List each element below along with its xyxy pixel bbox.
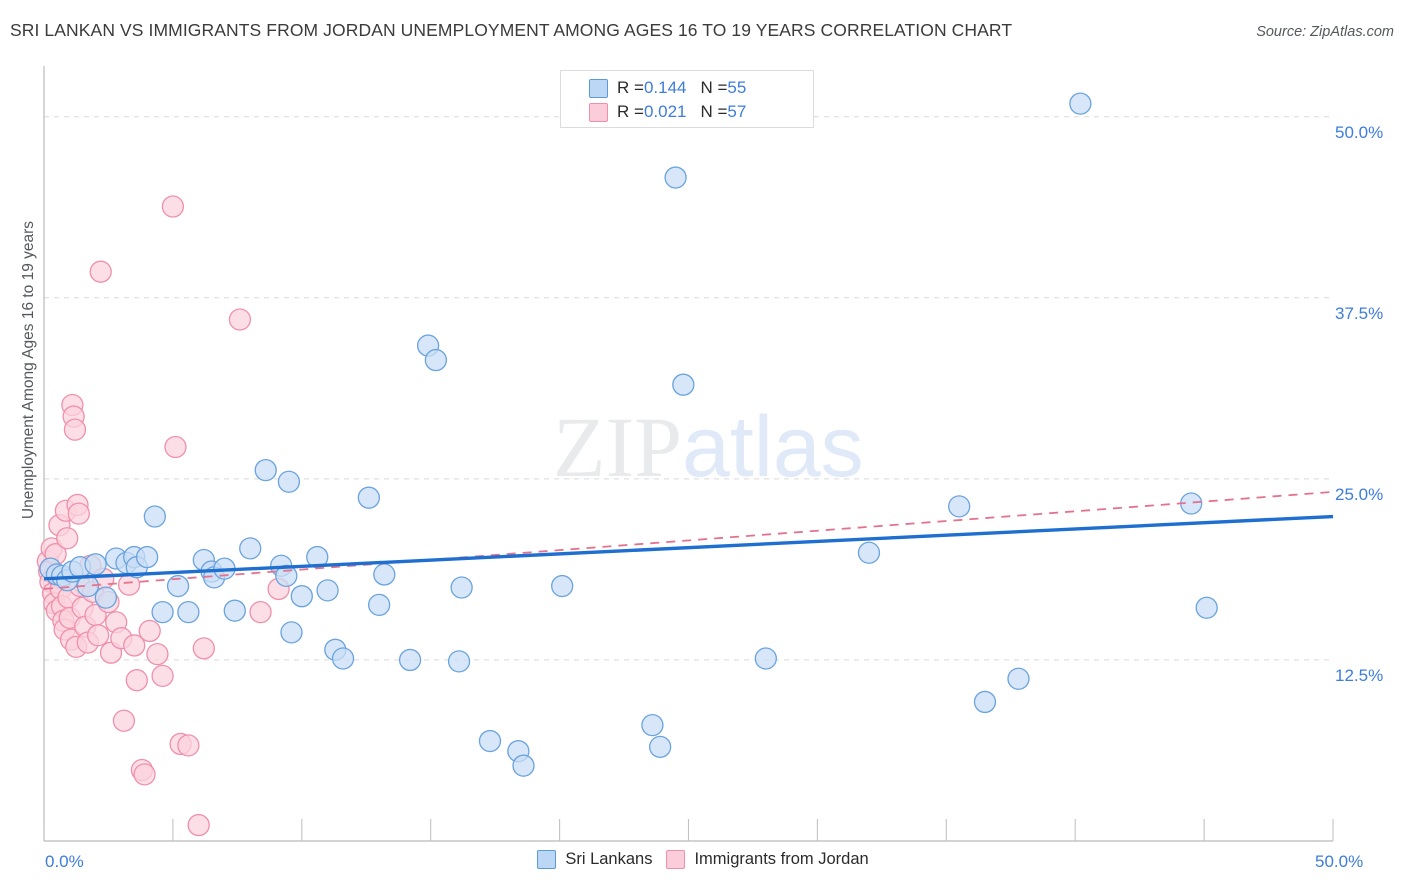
n-value-blue: 55 [727,78,747,97]
r-label-blue: R = [617,78,644,97]
axis-lines [43,66,1333,842]
y-axis-label-37: 37.5% [1335,303,1384,323]
legend-swatch-immigrants-from-jordan [666,850,686,869]
r-value-pink: 0.021 [643,102,687,121]
legend-swatch-pink [589,102,608,122]
legend-label-immigrants-from-jordan: Immigrants from Jordan [694,850,869,868]
x-axis-label-min: 0.0% [45,852,84,871]
legend-swatch-sri-lankans [537,850,557,869]
r-value-blue: 0.144 [643,78,687,97]
legend-swatch-blue [589,78,608,98]
correlation-stats-legend: R = 0.144 N = 55 R = 0.021 N = 57 [560,70,814,128]
trendlines [43,490,1334,590]
y-axis-label-50: 50.0% [1335,122,1384,142]
source-label: Source: ZipAtlas.com [1256,24,1394,40]
y-axis-label-25: 25.0% [1335,484,1384,504]
x-axis-ticks [43,819,1334,841]
y-axis-label-12: 12.5% [1335,665,1384,685]
legend-row-immigrants-from-jordan: R = 0.021 N = 57 [589,100,813,124]
series-sri-lankans-points [39,92,1218,777]
n-value-pink: 57 [727,102,747,121]
legend-label-sri-lankans: Sri Lankans [565,850,653,868]
n-label-pink: N = [700,102,728,121]
r-label-pink: R = [617,102,644,121]
series-legend: Sri Lankans Immigrants from Jordan [0,850,1406,869]
legend-row-sri-lankans: R = 0.144 N = 55 [589,76,813,100]
legend-item-sri-lankans[interactable]: Sri Lankans [537,850,652,869]
n-label-blue: N = [700,78,728,97]
legend-item-immigrants-from-jordan[interactable]: Immigrants from Jordan [666,850,869,869]
x-axis-label-max: 50.0% [1315,852,1364,871]
page-title: SRI LANKAN VS IMMIGRANTS FROM JORDAN UNE… [10,20,1013,40]
